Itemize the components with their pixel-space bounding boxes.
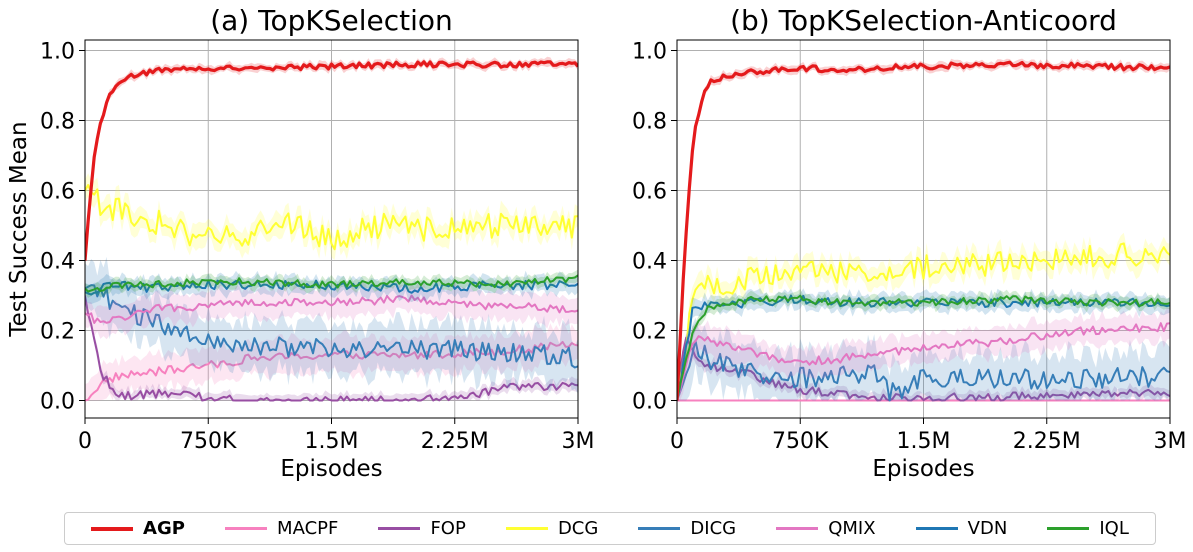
band-a-topkselection-dicg	[85, 256, 578, 395]
band-b-topkselection-anticoord-dcg	[677, 232, 1170, 401]
x-tick-label: 3M	[562, 429, 595, 454]
x-axis-label: Episodes	[872, 456, 974, 482]
legend-swatch	[915, 527, 958, 530]
y-tick-label: 0.6	[632, 180, 667, 205]
series-line-agp	[677, 60, 1170, 401]
legend-swatch	[505, 527, 548, 530]
y-tick-label: 0.2	[40, 320, 75, 345]
x-tick-label: 2.25M	[421, 429, 489, 454]
band-b-topkselection-anticoord-iql	[677, 288, 1170, 401]
series-line-qmix	[677, 322, 1170, 401]
legend-item-vdn: VDN	[915, 518, 1008, 539]
series-line-dcg	[677, 242, 1170, 401]
y-tick-label: 0.6	[40, 180, 75, 205]
legend-swatch	[776, 527, 819, 530]
legend-swatch	[225, 527, 268, 530]
band-a-topkselection-dcg	[85, 173, 578, 260]
legend-label: AGP	[143, 518, 185, 539]
y-axis-label: Test Success Mean	[6, 121, 32, 337]
series-line-dicg	[677, 339, 1170, 402]
y-tick-label: 1.0	[40, 40, 75, 65]
series-line-fop	[677, 336, 1170, 402]
figure: 0 750K 1.5M 2.25M 3M 0.0 0.2 0.4 0.6 0.8 1.0 (a) To…	[6, 4, 1186, 482]
legend-item-fop: FOP	[378, 518, 466, 539]
band-a-topkselection-iql	[85, 269, 578, 298]
x-tick-label: 0	[670, 429, 684, 454]
y-tick-label: 0.2	[632, 320, 667, 345]
band-b-topkselection-anticoord-dicg	[677, 317, 1170, 401]
legend: AGP MACPF FOP DCG DICG QMIX VDN IQL	[64, 512, 1156, 545]
band-b-topkselection-anticoord-qmix	[677, 307, 1170, 401]
legend-swatch	[91, 526, 134, 531]
chart-panel-2: 0 750K 1.5M 2.25M 3M 0.0 0.2 0.4 0.6 0.8 1.0 (b) To…	[632, 4, 1186, 482]
y-tick-label: 0.4	[40, 250, 75, 275]
y-tick-label: 0.8	[632, 110, 667, 135]
legend-label: VDN	[967, 518, 1008, 539]
x-tick-label: 1.5M	[897, 429, 951, 454]
x-tick-label: 3M	[1154, 429, 1187, 454]
legend-item-dcg: DCG	[505, 518, 599, 539]
legend-label: MACPF	[277, 518, 339, 539]
legend-item-agp: AGP	[91, 518, 185, 539]
legend-swatch	[1047, 527, 1090, 530]
band-b-topkselection-anticoord-fop	[677, 333, 1170, 401]
series-line-iql	[677, 294, 1170, 401]
y-tick-label: 1.0	[632, 40, 667, 65]
chart-title: (a) TopKSelection	[210, 4, 453, 37]
band-a-topkselection-qmix	[85, 281, 578, 340]
chart-title: (b) TopKSelection-Anticoord	[730, 4, 1117, 37]
legend-label: IQL	[1099, 518, 1129, 539]
x-tick-label: 0	[78, 429, 92, 454]
chart-panel-1: 0 750K 1.5M 2.25M 3M 0.0 0.2 0.4 0.6 0.8 1.0 (a) To…	[6, 4, 594, 482]
x-axis-label: Episodes	[280, 456, 382, 482]
x-tick-label: 750K	[772, 429, 829, 454]
legend-label: DICG	[690, 518, 737, 539]
series-line-fop	[85, 295, 578, 402]
series-line-agp	[85, 60, 578, 261]
x-tick-label: 750K	[180, 429, 237, 454]
series-line-qmix	[85, 294, 578, 324]
legend-item-qmix: QMIX	[776, 518, 876, 539]
x-tick-label: 2.25M	[1013, 429, 1081, 454]
legend-item-macpf: MACPF	[225, 518, 338, 539]
legend-label: FOP	[430, 518, 466, 539]
legend-label: QMIX	[828, 518, 876, 539]
y-tick-label: 0.0	[40, 390, 75, 415]
x-tick-label: 1.5M	[305, 429, 359, 454]
band-a-topkselection-fop	[85, 290, 578, 401]
series-group	[85, 56, 578, 402]
series-line-iql	[85, 274, 578, 293]
legend-swatch	[378, 527, 421, 530]
y-tick-label: 0.8	[40, 110, 75, 135]
legend-item-dicg: DICG	[638, 518, 736, 539]
legend-item-iql: IQL	[1047, 518, 1129, 539]
y-tick-label: 0.0	[632, 390, 667, 415]
band-b-topkselection-anticoord-vdn	[677, 288, 1170, 401]
series-line-dicg	[85, 284, 578, 369]
series-group	[677, 58, 1170, 402]
series-line-dcg	[85, 184, 578, 251]
legend-label: DCG	[557, 518, 599, 539]
y-tick-label: 0.4	[632, 250, 667, 275]
legend-swatch	[638, 527, 681, 530]
